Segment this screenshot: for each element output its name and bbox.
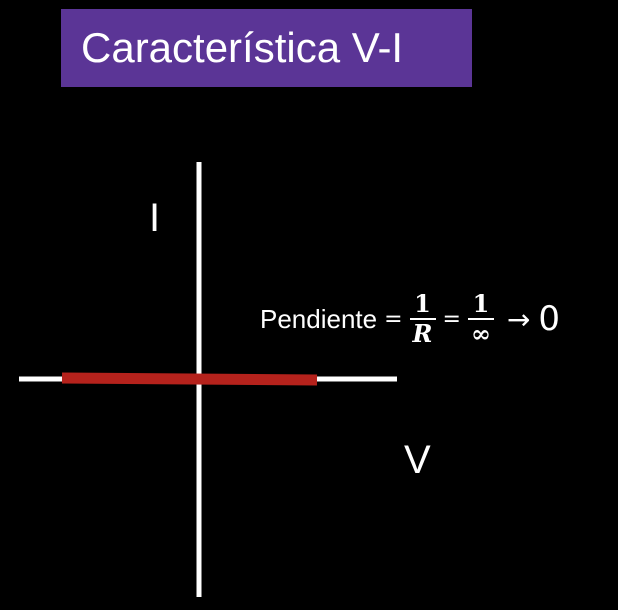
slope-equation: Pendiente = 1 R = 1 ∞ → 0 (260, 283, 560, 355)
x-axis-label: V (404, 438, 431, 482)
title-banner: Característica V-I (61, 9, 472, 87)
fraction-numerator: 1 (472, 288, 490, 318)
fraction-denominator: R (412, 319, 433, 348)
arrow-right-icon: → (506, 302, 531, 336)
fraction-bar (409, 318, 436, 320)
y-axis-label: I (149, 196, 161, 240)
characteristic-line (61, 372, 318, 386)
fraction-numerator: 1 (414, 288, 431, 318)
fraction-one-over-infinity: 1 ∞ (467, 288, 494, 348)
page-title: Característica V-I (81, 24, 404, 71)
limit-value: 0 (538, 299, 561, 339)
equals-sign: = (384, 306, 403, 332)
fraction-denominator: ∞ (470, 319, 491, 348)
fraction-one-over-r: 1 R (409, 288, 436, 348)
fraction-bar (467, 318, 494, 320)
equals-sign: = (442, 306, 461, 332)
slope-word: Pendiente (260, 303, 378, 334)
